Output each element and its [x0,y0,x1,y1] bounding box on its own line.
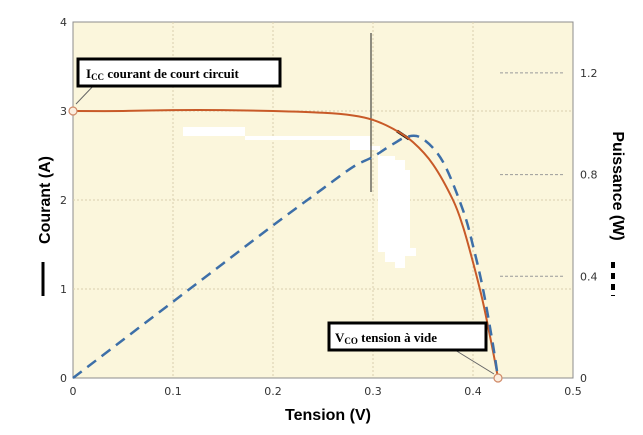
markers-layer [68,106,503,383]
y-right-tick-labels: 0 0.4 0.8 1.2 [580,67,598,385]
x-tick-label: 0.4 [464,385,482,398]
voc-symbol: V [335,330,345,345]
voc-description: tension à vide [358,330,437,345]
isc-description: courant de court circuit [104,66,239,81]
y-left-tick-label: 0 [60,372,67,385]
svg-text:ICC courant de court circuit: ICC courant de court circuit [86,66,240,82]
y-left-tick-label: 1 [60,283,67,296]
isc-subscript: CC [91,72,104,82]
svg-text:VCO tension à vide: VCO tension à vide [335,330,437,346]
y-right-tick-label: 0.4 [580,270,598,283]
x-tick-label: 0.5 [564,385,582,398]
voc-callout-box [327,321,488,352]
x-axis-title: Tension (V) [285,407,371,424]
white-patches [183,127,416,268]
x-tick-label: 0.3 [364,385,382,398]
y-right-tick-label: 1.2 [580,67,598,80]
x-tick-label: 0 [70,385,77,398]
y-right-tick-label: 0 [580,372,587,385]
y-left-tick-label: 4 [60,16,67,29]
isc-callout: ICC courant de court circuit [75,57,282,105]
x-tick-label: 0.2 [264,385,282,398]
voc-subscript: CO [344,336,358,346]
y-right-tick-label: 0.8 [580,169,598,182]
right-axis-grid-lines [500,72,565,277]
grid-lines [73,22,573,378]
isc-callout-box [76,57,282,88]
isc-symbol: I [86,66,91,81]
y-left-tick-label: 3 [60,105,67,118]
y-left-tick-labels: 0 1 2 3 4 [60,16,67,385]
y-right-axis-title: Puissance (W) [609,131,626,240]
power-curve [72,134,500,379]
x-tick-label: 0.1 [164,385,182,398]
voc-callout-pointer [454,349,495,375]
current-curve [72,108,499,379]
voc-marker [493,373,503,383]
series-layer [72,108,500,379]
isc-marker [68,106,78,116]
y-left-axis-title: Courant (A) [37,156,54,244]
voc-callout: VCO tension à vide [327,321,495,375]
x-tick-labels: 0 0.1 0.2 0.3 0.4 0.5 [70,385,582,398]
y-left-tick-label: 2 [60,194,67,207]
